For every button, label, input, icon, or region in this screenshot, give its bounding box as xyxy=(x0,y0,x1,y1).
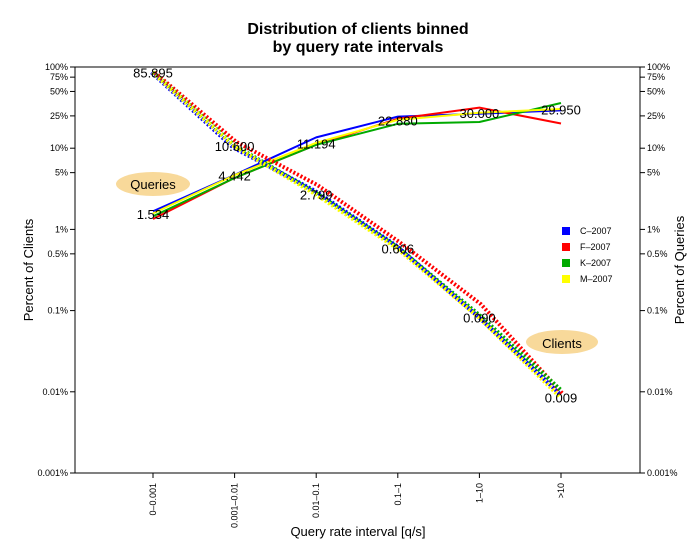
x-axis-label: Query rate interval [q/s] xyxy=(290,524,425,539)
y-axis-label-right: Percent of Queries xyxy=(672,215,687,324)
clients-line-m–2007 xyxy=(151,70,562,399)
clients-data-label: 0.606 xyxy=(382,242,415,257)
data-labels: 85.895 10.600 2.799 0.606 0.090 0.009 1.534 4.4… xyxy=(133,65,581,405)
y-axis-right: 100%75% 50% 25% 10% 5% 1% 0.5% 0.1% 0.01% 0.001% xyxy=(640,62,678,478)
legend-label: M–2007 xyxy=(580,274,613,284)
queries-data-label: 11.194 xyxy=(297,136,336,151)
queries-callout-text: Queries xyxy=(130,177,176,192)
clients-line-f–2007 xyxy=(153,70,564,395)
queries-data-label: 30.000 xyxy=(460,106,500,121)
y-tick-right-label: 0.1% xyxy=(647,306,668,316)
clients-line-k–2007 xyxy=(151,70,563,392)
y-tick-left-label: 25% xyxy=(50,111,68,121)
y-tick-right-label: 0.01% xyxy=(647,387,673,397)
clients-callout: Clients xyxy=(526,330,598,354)
legend-swatch-k–2007 xyxy=(562,259,570,267)
legend-swatch-c–2007 xyxy=(562,227,570,235)
y-tick-right-label: 50% xyxy=(647,86,665,96)
y-tick-left-label: 1% xyxy=(55,224,68,234)
x-tick-label: >10 xyxy=(556,483,566,498)
y-tick-right-label: 25% xyxy=(647,111,665,121)
y-tick-left-label: 5% xyxy=(55,168,68,178)
clients-callout-bubble xyxy=(526,330,598,354)
queries-data-label: 22.880 xyxy=(378,113,418,128)
y-tick-right-label: 5% xyxy=(647,168,660,178)
chart-title-line1: Distribution of clients binned xyxy=(247,21,468,38)
queries-line-f–2007 xyxy=(152,106,562,220)
x-tick-label: 0.001–0.01 xyxy=(230,483,240,528)
x-tick-label: 0.01–0.1 xyxy=(311,483,321,518)
legend-swatch-f–2007 xyxy=(562,243,570,251)
queries-data-label: 4.442 xyxy=(218,169,251,184)
clients-data-label: 85.895 xyxy=(133,65,173,80)
x-tick-label: 1–10 xyxy=(474,483,484,503)
clients-line-c–2007 xyxy=(150,70,561,396)
queries-data-label: 29.950 xyxy=(541,103,581,118)
y-tick-right-label: 100% xyxy=(647,62,670,72)
clients-callout-text: Clients xyxy=(542,336,582,351)
clients-data-label: 10.600 xyxy=(215,139,255,154)
chart-title-line2: by query rate intervals xyxy=(273,39,444,56)
clients-data-label: 0.009 xyxy=(545,391,578,406)
y-axis-left: 100%75% 50% 25% 10% 5% 1% 0.5% 0.1% 0.01% 0.001% xyxy=(37,62,75,478)
y-tick-right-label: 0.5% xyxy=(647,249,668,259)
plot-area xyxy=(74,66,641,474)
x-axis: 0–0.001 0.001–0.01 0.01–0.1 0.1–1 1–10 >10 xyxy=(148,473,566,528)
legend-label: C–2007 xyxy=(580,226,612,236)
legend: C–2007 F–2007 K–2007 M–2007 xyxy=(562,226,613,284)
y-tick-left-label: 75% xyxy=(50,72,68,82)
y-tick-right-label: 10% xyxy=(647,143,665,153)
queries-line-k–2007 xyxy=(152,102,562,218)
y-tick-right-label: 1% xyxy=(647,224,660,234)
clients-data-label: 2.799 xyxy=(300,187,333,202)
y-tick-right-label: 0.001% xyxy=(647,468,678,478)
queries-line-m–2007 xyxy=(152,108,562,215)
x-tick-label: 0–0.001 xyxy=(148,483,158,516)
y-tick-left-label: 0.1% xyxy=(47,306,68,316)
y-tick-left-label: 100% xyxy=(45,62,68,72)
series-group xyxy=(150,70,564,399)
y-tick-left-label: 10% xyxy=(50,143,68,153)
y-axis-label-left: Percent of Clients xyxy=(21,218,36,321)
legend-label: F–2007 xyxy=(580,242,611,252)
y-tick-left-label: 0.01% xyxy=(42,387,68,397)
legend-label: K–2007 xyxy=(580,258,611,268)
y-tick-right-label: 75% xyxy=(647,72,665,82)
x-tick-label: 0.1–1 xyxy=(393,483,403,506)
queries-data-label: 1.534 xyxy=(137,207,170,222)
legend-swatch-m–2007 xyxy=(562,275,570,283)
clients-data-label: 0.090 xyxy=(463,311,496,326)
y-tick-left-label: 0.5% xyxy=(47,249,68,259)
y-tick-left-label: 50% xyxy=(50,86,68,96)
queries-callout-bubble xyxy=(116,172,190,196)
queries-callout: Queries xyxy=(116,172,190,196)
y-tick-left-label: 0.001% xyxy=(37,468,68,478)
